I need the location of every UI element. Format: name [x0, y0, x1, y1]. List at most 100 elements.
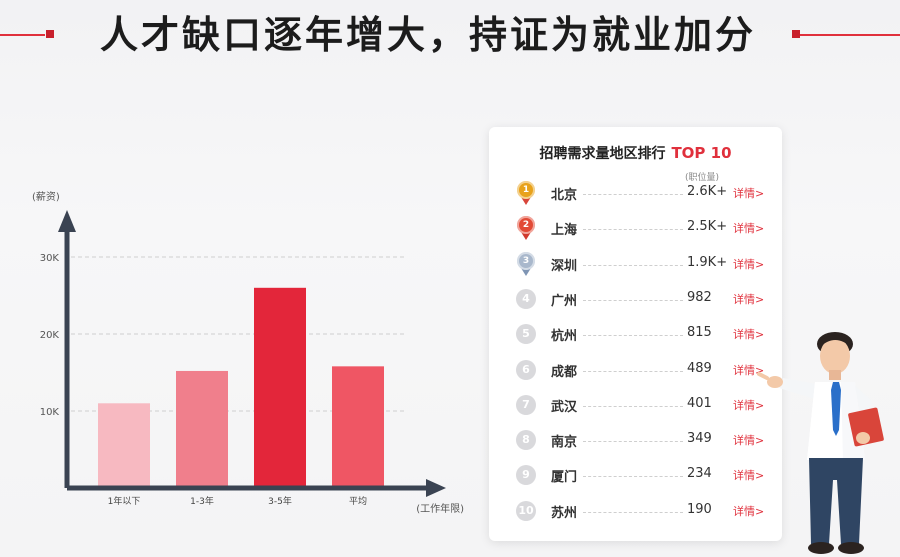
rank-badge: 4 [515, 287, 537, 311]
detail-link[interactable]: 详情> [733, 187, 765, 200]
y-tick-label: 10K [40, 407, 60, 418]
dotted-leader [583, 264, 683, 266]
y-axis-arrow [58, 210, 76, 232]
detail-link[interactable]: 详情> [733, 257, 765, 271]
job-count: 234 [687, 466, 712, 482]
bar [332, 366, 384, 488]
businessman-illustration [757, 332, 884, 554]
bar [176, 370, 228, 488]
rank-number: 5 [516, 324, 536, 345]
detail-link[interactable]: 详情> [733, 398, 765, 412]
rank-badge: 6 [515, 358, 537, 382]
x-tick-label: 3-5年 [268, 495, 292, 507]
city-name: 杭州 [551, 329, 578, 345]
ranking-title: 招聘需求量地区排行 TOP 10 [489, 143, 782, 163]
medal-ribbon-icon [521, 267, 531, 276]
medal-ribbon-icon [521, 197, 531, 205]
dotted-leader [583, 476, 683, 478]
rank-badge: 1 [515, 181, 537, 205]
decor-square-left [46, 30, 54, 38]
ranking-title-text: 招聘需求量地区排行 [539, 146, 666, 162]
dotted-leader [583, 299, 683, 301]
city-name: 广州 [551, 293, 578, 309]
city-name: 成都 [551, 364, 578, 380]
x-tick-label: 1年以下 [108, 495, 141, 507]
job-count: 489 [687, 360, 712, 376]
bar [98, 403, 150, 488]
x-tick-label: 1-3年 [190, 495, 214, 507]
detail-link[interactable]: 详情> [733, 434, 765, 448]
job-count: 982 [687, 289, 712, 305]
rank-badge: 10 [515, 499, 537, 523]
city-name: 苏州 [551, 505, 578, 521]
rank-badge: 2 [515, 216, 537, 241]
ranking-row: 10 苏州 190 详情> [515, 497, 765, 525]
ranking-card: 招聘需求量地区排行 TOP 10 (职位量) 1 北京 2.6K+ 详情> 2 上海 2.5K… [489, 127, 782, 541]
detail-link[interactable]: 详情> [733, 292, 765, 306]
ranking-title-highlight: TOP 10 [671, 144, 732, 162]
medal-icon: 2 [517, 216, 535, 235]
decor-line-right [800, 34, 900, 36]
ranking-row: 9 厦门 234 详情> [515, 461, 765, 489]
page-title: 人才缺口逐年增大，持证为就业加分 [99, 13, 756, 57]
y-axis-label: (薪资) [32, 191, 60, 203]
detail-link[interactable]: 详情> [733, 469, 765, 483]
rank-badge: 7 [515, 393, 537, 417]
rank-number: 9 [516, 465, 536, 486]
y-tick-label: 20K [40, 330, 60, 341]
rank-number: 6 [516, 359, 536, 380]
dotted-leader [583, 194, 683, 195]
ranking-row: 3 深圳 1.9K+ 详情> [515, 250, 765, 278]
dotted-leader [583, 511, 683, 513]
detail-link[interactable]: 详情> [733, 222, 765, 236]
bar [254, 287, 306, 488]
ranking-row: 2 上海 2.5K+ 详情> [515, 214, 765, 242]
rank-badge: 5 [515, 322, 537, 346]
ranking-row: 6 成都 489 详情> [515, 356, 765, 384]
y-tick-label: 30K [40, 253, 60, 264]
rank-badge: 3 [515, 251, 537, 276]
x-axis-arrow [426, 479, 446, 497]
ranking-row: 8 南京 349 详情> [515, 426, 765, 454]
city-name: 深圳 [551, 258, 578, 274]
city-name: 北京 [551, 188, 578, 203]
x-tick-label: 平均 [349, 495, 367, 507]
rank-number: 8 [516, 430, 536, 451]
ranking-row: 4 广州 982 详情> [515, 285, 765, 313]
job-count: 815 [687, 325, 712, 341]
job-count: 2.6K+ [687, 184, 728, 199]
job-count: 2.5K+ [687, 219, 728, 235]
ranking-row: 5 杭州 815 详情> [515, 320, 765, 348]
ranking-row: 1 北京 2.6K+ 详情> [515, 179, 765, 207]
detail-link[interactable]: 详情> [733, 504, 765, 518]
salary-bar-chart: 10K 20K 30K 1年以下 1-3年 3-5年 平均 (薪资) (工作年限) [32, 191, 464, 515]
rank-badge: 8 [515, 428, 537, 452]
job-count: 349 [687, 431, 712, 447]
detail-link[interactable]: 详情> [733, 363, 765, 377]
job-count: 190 [687, 501, 712, 517]
dotted-leader [583, 229, 683, 231]
headline-banner: 人才缺口逐年增大，持证为就业加分 [0, 0, 900, 70]
dotted-leader [583, 405, 683, 407]
city-name: 武汉 [551, 399, 578, 415]
rank-number: 10 [516, 500, 536, 521]
rank-badge: 9 [515, 463, 537, 487]
medal-icon: 1 [517, 181, 535, 199]
dotted-leader [583, 441, 683, 443]
job-count: 1.9K+ [687, 254, 728, 270]
rank-number: 7 [516, 394, 536, 415]
city-name: 上海 [551, 223, 578, 239]
city-name: 南京 [551, 435, 578, 451]
ranking-row: 7 武汉 401 详情> [515, 391, 765, 419]
medal-ribbon-icon [521, 232, 531, 241]
ranking-unit-label: (职位量) [685, 173, 720, 183]
dotted-leader [583, 335, 683, 337]
detail-link[interactable]: 详情> [733, 328, 765, 342]
job-count: 401 [687, 395, 712, 411]
medal-icon: 3 [517, 251, 535, 270]
decor-square-right [792, 30, 800, 38]
city-name: 厦门 [551, 470, 578, 486]
x-axis-label: (工作年限) [416, 502, 464, 515]
dotted-leader [583, 370, 683, 372]
rank-number: 4 [516, 288, 536, 309]
